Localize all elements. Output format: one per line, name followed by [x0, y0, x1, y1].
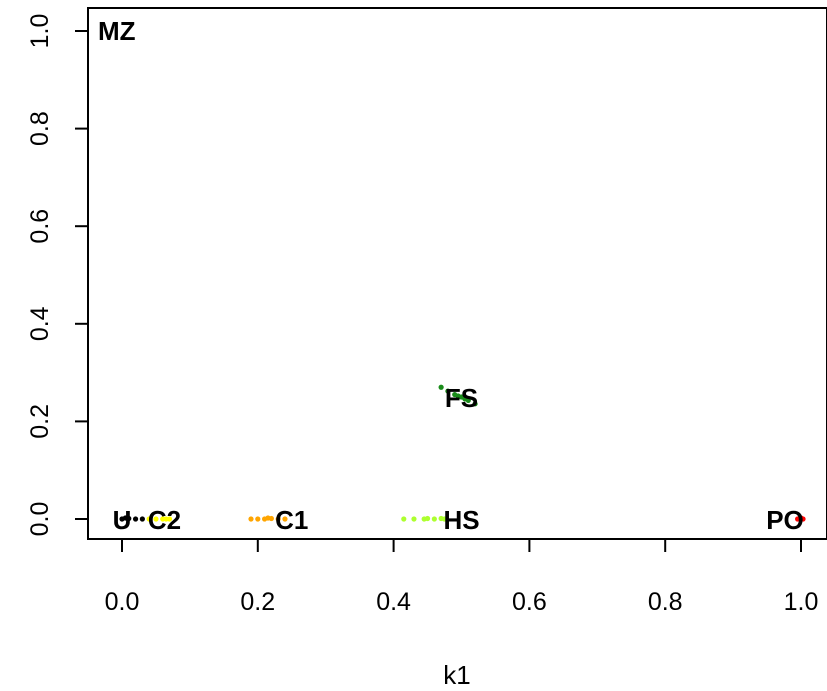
data-point-c2: [153, 516, 159, 522]
x-tick-label: 0.4: [376, 588, 411, 616]
relationship-labels: MZ PO FS HS C1 C2 U: [98, 16, 804, 535]
y-tick-label: 0.2: [26, 404, 54, 439]
relationship-label-fs: FS: [445, 383, 478, 413]
data-point-fs: [455, 393, 461, 399]
data-point-u: [132, 516, 139, 522]
relationship-label-u: U: [113, 505, 132, 535]
relationship-label-mz: MZ: [98, 16, 136, 46]
plot-frame: [87, 7, 827, 540]
relationship-label-c1: C1: [275, 505, 308, 535]
x-tick-label: 0.0: [105, 588, 140, 616]
y-tick-label: 1.0: [26, 14, 54, 49]
x-tick-label: 0.8: [648, 588, 683, 616]
x-tick-label: 1.0: [784, 588, 819, 616]
data-point-c2: [146, 516, 152, 522]
data-point-fs: [438, 384, 444, 390]
relationship-label-c2: C2: [148, 505, 181, 535]
x-tick-label: 0.2: [240, 588, 275, 616]
relationship-label-hs: HS: [443, 505, 479, 535]
y-axis: 0.0 0.2 0.4 0.6 0.8 1.0: [26, 14, 89, 537]
x-tick-label: 0.6: [512, 588, 547, 616]
data-point-c1: [265, 515, 271, 521]
relationship-label-po: PO: [766, 505, 804, 535]
y-tick-label: 0.6: [26, 209, 54, 244]
data-point-po: [800, 516, 806, 522]
point-clouds: [119, 384, 806, 522]
data-point-hs: [431, 516, 437, 522]
data-point-fs: [472, 401, 478, 407]
data-point-c1: [255, 516, 261, 522]
data-point-fs: [462, 396, 468, 402]
x-axis-label: k1: [443, 660, 470, 690]
y-tick-label: 0.0: [26, 502, 54, 537]
data-point-c1: [248, 516, 254, 522]
data-point-c1: [282, 516, 288, 522]
x-axis: 0.0 0.2 0.4 0.6 0.8 1.0: [105, 538, 819, 616]
data-point-c1: [275, 516, 281, 522]
data-point-hs: [441, 516, 448, 522]
data-point-hs: [424, 515, 431, 522]
y-tick-label: 0.4: [26, 306, 54, 341]
data-point-u: [139, 516, 145, 522]
data-point-fs: [445, 388, 451, 394]
data-point-c2: [166, 516, 173, 522]
data-point-hs: [401, 516, 407, 522]
y-tick-label: 0.8: [26, 111, 54, 146]
data-point-hs: [411, 516, 417, 522]
data-point-u: [122, 515, 128, 521]
